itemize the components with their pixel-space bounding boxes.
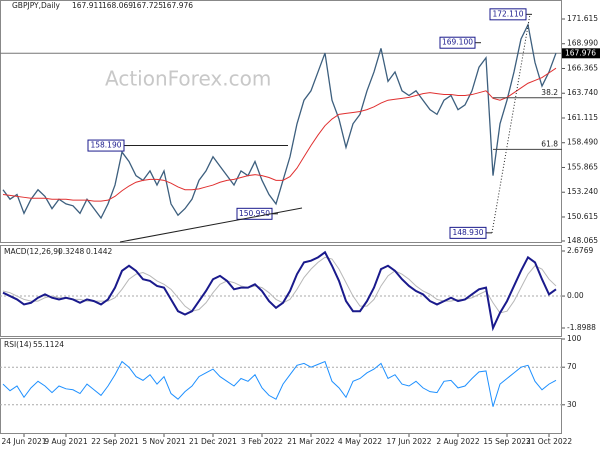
x-tick-label: 21 Mar 2022 [287, 437, 335, 446]
ohlc-value: 167.911 [72, 1, 103, 10]
y-tick-label: 153.240 [567, 187, 598, 196]
y-tick-label: 171.615 [567, 14, 598, 23]
x-tick-label: 21 Dec 2021 [189, 437, 237, 446]
annotation-label: 158.190 [90, 141, 121, 150]
annotation-box [489, 8, 527, 21]
price-box [562, 48, 600, 59]
y-tick-label: 166.365 [567, 63, 598, 72]
y-tick-label: 0.00 [567, 291, 584, 300]
annotation-label: 172.110 [492, 9, 523, 18]
rsi-label: RSI(14) [4, 340, 32, 349]
y-tick-label: 100 [567, 334, 582, 343]
ohlc-value: 167.725 [132, 1, 163, 10]
x-tick-label: 5 Nov 2021 [142, 437, 185, 446]
y-tick-label: 70 [567, 362, 577, 371]
x-tick-label: 17 Jun 2022 [386, 437, 431, 446]
ohlc-value: 168.069 [102, 1, 133, 10]
x-tick-label: 9 Aug 2021 [44, 437, 87, 446]
annotation-box [439, 36, 476, 49]
price-box-label: 167.976 [565, 48, 596, 57]
y-tick-label: 158.490 [567, 138, 598, 147]
moving-average [2, 67, 557, 202]
macd-label: MACD(12,26,9) [4, 247, 61, 256]
x-tick-label: 22 Sep 2021 [91, 437, 139, 446]
watermark: ActionForex.com [105, 67, 271, 91]
rsi-readout: 55.1124 [33, 340, 64, 349]
x-tick-label: 31 Oct 2022 [526, 437, 573, 446]
macd-readout: 0.1442 [86, 247, 112, 256]
x-tick-label: 2 Aug 2022 [436, 437, 479, 446]
x-tick-label: 24 Jun 2021 [1, 437, 46, 446]
y-tick-label: 148.065 [567, 236, 598, 245]
y-tick-label: 150.615 [567, 212, 598, 221]
macd-panel [0, 245, 562, 337]
annotation-box [87, 139, 125, 152]
x-tick-label: 3 Feb 2022 [241, 437, 283, 446]
main-panel [0, 0, 562, 243]
y-tick-label: 168.990 [567, 39, 598, 48]
annotation-label: 169.100 [442, 38, 473, 47]
fib-label: 61.8 [541, 139, 558, 148]
y-tick-label: 2.6769 [567, 246, 593, 255]
support-line [119, 207, 303, 243]
rsi-line [2, 360, 557, 407]
fib-line [491, 14, 531, 233]
x-tick-label: 15 Sep 2022 [483, 437, 531, 446]
fib-label: 38.2 [541, 88, 558, 97]
ohlc-value: 167.976 [162, 1, 193, 10]
annotation-label: 150.950 [239, 209, 270, 218]
price-line-series [2, 22, 557, 220]
y-tick-label: 30 [567, 400, 577, 409]
x-tick-label: 4 May 2022 [338, 437, 382, 446]
macd-line [2, 250, 557, 332]
y-tick-label: 163.740 [567, 88, 598, 97]
y-tick-label: 161.115 [567, 113, 598, 122]
annotation-box [449, 226, 487, 239]
y-tick-label: 155.865 [567, 162, 598, 171]
rsi-panel [0, 338, 562, 434]
y-tick-label: -1.8988 [567, 323, 596, 332]
macd-readout: 0.3248 [58, 247, 84, 256]
annotation-label: 148.930 [452, 228, 483, 237]
symbol-label: GBPJPY,Daily [12, 1, 61, 10]
